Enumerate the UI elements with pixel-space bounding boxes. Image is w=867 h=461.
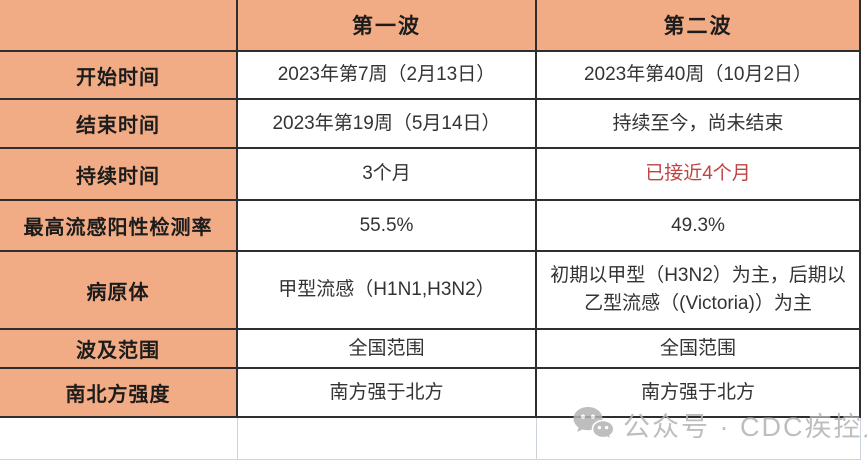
geographic-range-wave2: 全国范围 bbox=[535, 328, 861, 369]
north-south-intensity-wave1: 南方强于北方 bbox=[236, 367, 537, 418]
table-row: 病原体 甲型流感（H1N1,H3N2） 初期以甲型（H3N2）为主，后期以乙型流… bbox=[0, 250, 861, 330]
geographic-range-wave1: 全国范围 bbox=[236, 328, 537, 369]
end-time-wave1: 2023年第19周（5月14日） bbox=[236, 98, 537, 149]
start-time-wave2: 2023年第40周（10月2日） bbox=[535, 50, 861, 100]
empty-footer-row bbox=[0, 416, 861, 460]
row-label-end-time: 结束时间 bbox=[0, 98, 238, 149]
end-time-wave2: 持续至今，尚未结束 bbox=[535, 98, 861, 149]
empty-cell bbox=[0, 416, 238, 460]
row-label-duration: 持续时间 bbox=[0, 147, 238, 201]
north-south-intensity-wave2: 南方强于北方 bbox=[535, 367, 861, 418]
corner-cell bbox=[0, 0, 238, 52]
header-row: 第一波 第二波 bbox=[0, 0, 861, 52]
duration-wave1: 3个月 bbox=[236, 147, 537, 201]
table-row: 结束时间 2023年第19周（5月14日） 持续至今，尚未结束 bbox=[0, 98, 861, 149]
wave1-header: 第一波 bbox=[236, 0, 537, 52]
row-label-pathogen: 病原体 bbox=[0, 250, 238, 330]
pathogen-wave1: 甲型流感（H1N1,H3N2） bbox=[236, 250, 537, 330]
row-label-north-south-intensity: 南北方强度 bbox=[0, 367, 238, 418]
table-row: 南北方强度 南方强于北方 南方强于北方 bbox=[0, 367, 861, 418]
pathogen-wave2: 初期以甲型（H3N2）为主，后期以乙型流感（(Victoria)）为主 bbox=[535, 250, 861, 330]
max-positive-rate-wave2: 49.3% bbox=[535, 199, 861, 252]
start-time-wave1: 2023年第7周（2月13日） bbox=[236, 50, 537, 100]
wave2-header: 第二波 bbox=[535, 0, 861, 52]
row-label-geographic-range: 波及范围 bbox=[0, 328, 238, 369]
row-label-max-positive-rate: 最高流感阳性检测率 bbox=[0, 199, 238, 252]
empty-cell bbox=[535, 416, 861, 460]
table-row: 持续时间 3个月 已接近4个月 bbox=[0, 147, 861, 201]
empty-cell bbox=[236, 416, 537, 460]
table-row: 波及范围 全国范围 全国范围 bbox=[0, 328, 861, 369]
duration-wave2-highlight: 已接近4个月 bbox=[535, 147, 861, 201]
row-label-start-time: 开始时间 bbox=[0, 50, 238, 100]
table-row: 开始时间 2023年第7周（2月13日） 2023年第40周（10月2日） bbox=[0, 50, 861, 100]
table-row: 最高流感阳性检测率 55.5% 49.3% bbox=[0, 199, 861, 252]
max-positive-rate-wave1: 55.5% bbox=[236, 199, 537, 252]
